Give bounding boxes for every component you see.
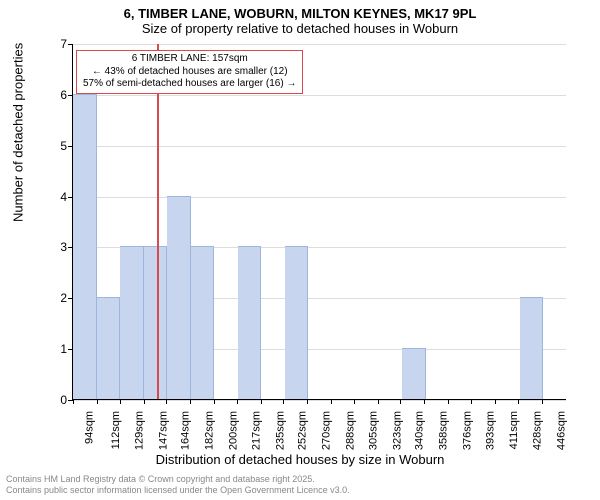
attribution-footer: Contains HM Land Registry data © Crown c… (6, 474, 350, 496)
title-block: 6, TIMBER LANE, WOBURN, MILTON KEYNES, M… (0, 0, 600, 38)
histogram-bar (73, 94, 97, 399)
plot-area: 0123456794sqm112sqm129sqm147sqm164sqm182… (72, 44, 566, 400)
reference-annotation: 6 TIMBER LANE: 157sqm ← 43% of detached … (76, 50, 303, 94)
histogram-bar (97, 297, 121, 399)
y-tick-label: 1 (60, 342, 73, 356)
x-tick-mark (518, 399, 519, 404)
y-tick-label: 5 (60, 139, 73, 153)
x-tick-mark (237, 399, 238, 404)
x-tick-mark (471, 399, 472, 404)
histogram-bar (285, 246, 309, 399)
plot-inner: 0123456794sqm112sqm129sqm147sqm164sqm182… (72, 44, 566, 400)
reference-line (157, 44, 159, 399)
x-tick-label: 164sqm (180, 411, 192, 450)
y-gridline (73, 197, 566, 198)
histogram-bar (144, 246, 168, 399)
histogram-bar (120, 246, 144, 399)
y-tick-label: 4 (60, 190, 73, 204)
title-line-1: 6, TIMBER LANE, WOBURN, MILTON KEYNES, M… (0, 6, 600, 21)
footer-line-1: Contains HM Land Registry data © Crown c… (6, 474, 350, 485)
x-tick-label: 94sqm (84, 411, 96, 444)
title-line-2: Size of property relative to detached ho… (0, 21, 600, 36)
x-tick-label: 112sqm (110, 411, 122, 449)
x-tick-label: 147sqm (157, 411, 169, 450)
histogram-bar (238, 246, 262, 399)
x-tick-label: 200sqm (228, 411, 240, 450)
x-tick-label: 358sqm (438, 411, 450, 450)
histogram-bar (167, 196, 191, 399)
x-axis-label: Distribution of detached houses by size … (0, 452, 600, 467)
x-tick-mark (144, 399, 145, 404)
y-axis-label: Number of detached properties (11, 43, 26, 222)
x-tick-label: 305sqm (367, 411, 379, 450)
x-tick-mark (166, 399, 167, 404)
x-tick-label: 411sqm (508, 411, 520, 449)
x-tick-mark (448, 399, 449, 404)
y-tick-label: 7 (60, 37, 73, 51)
y-gridline (73, 44, 566, 45)
y-tick-label: 3 (60, 240, 73, 254)
histogram-bar (402, 348, 426, 399)
annotation-line-1: 6 TIMBER LANE: 157sqm (83, 53, 296, 66)
x-tick-label: 270sqm (321, 411, 333, 450)
annotation-line-3: 57% of semi-detached houses are larger (… (83, 78, 296, 91)
x-tick-mark (214, 399, 215, 404)
x-tick-mark (378, 399, 379, 404)
x-tick-mark (190, 399, 191, 404)
y-tick-label: 6 (60, 88, 73, 102)
chart-container: { "title_line1": "6, TIMBER LANE, WOBURN… (0, 0, 600, 500)
x-tick-label: 182sqm (204, 411, 216, 450)
x-tick-mark (400, 399, 401, 404)
x-tick-mark (542, 399, 543, 404)
x-tick-label: 217sqm (250, 411, 262, 450)
y-gridline (73, 146, 566, 147)
histogram-bar (520, 297, 544, 399)
x-tick-mark (283, 399, 284, 404)
x-tick-label: 323sqm (391, 411, 403, 450)
x-tick-mark (424, 399, 425, 404)
x-tick-mark (73, 399, 74, 404)
x-tick-label: 340sqm (414, 411, 426, 450)
x-tick-mark (354, 399, 355, 404)
y-tick-label: 0 (60, 393, 73, 407)
footer-line-2: Contains public sector information licen… (6, 485, 350, 496)
x-tick-label: 428sqm (531, 411, 543, 450)
y-tick-label: 2 (60, 291, 73, 305)
x-tick-label: 446sqm (555, 411, 567, 450)
x-tick-mark (97, 399, 98, 404)
x-tick-mark (307, 399, 308, 404)
x-tick-label: 393sqm (485, 411, 497, 450)
annotation-line-2: ← 43% of detached houses are smaller (12… (83, 66, 296, 79)
y-gridline (73, 400, 566, 401)
x-tick-label: 288sqm (345, 411, 357, 450)
y-gridline (73, 95, 566, 96)
x-tick-label: 235sqm (274, 411, 286, 450)
x-tick-label: 252sqm (297, 411, 309, 450)
x-tick-mark (120, 399, 121, 404)
x-tick-label: 129sqm (133, 411, 145, 450)
x-tick-mark (495, 399, 496, 404)
x-tick-mark (261, 399, 262, 404)
x-tick-mark (331, 399, 332, 404)
x-tick-label: 376sqm (462, 411, 474, 450)
histogram-bar (191, 246, 215, 399)
